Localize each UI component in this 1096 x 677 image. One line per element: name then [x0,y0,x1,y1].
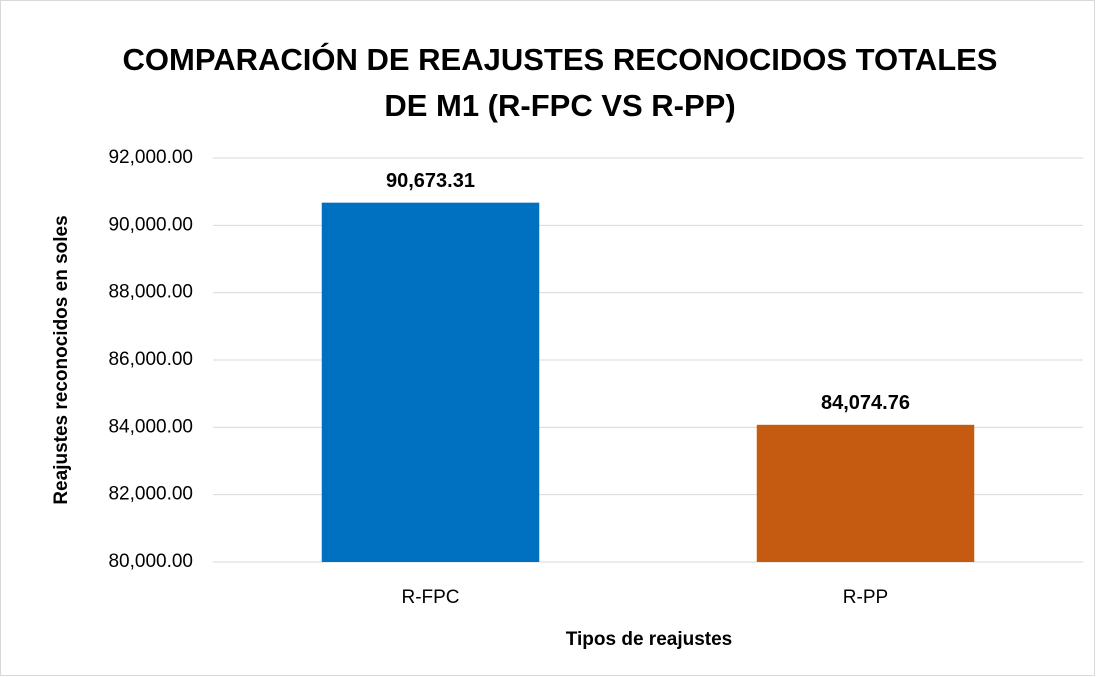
y-tick-label: 88,000.00 [108,282,193,303]
chart-title: DE M1 (R-FPC VS R-PP) [384,88,735,123]
x-axis-title: Tipos de reajustes [566,629,733,650]
bar [321,202,540,563]
y-tick-label: 90,000.00 [108,214,193,235]
y-tick-label: 84,000.00 [108,416,193,437]
data-label: 84,074.76 [821,392,910,414]
y-tick-label: 80,000.00 [108,551,193,572]
y-tick-label: 82,000.00 [108,484,193,505]
y-tick-label: 92,000.00 [108,147,193,168]
y-axis-title: Reajustes reconocidos en soles [51,215,72,504]
data-label: 90,673.31 [386,170,475,192]
y-tick-label: 86,000.00 [108,349,193,370]
x-tick-label: R-PP [843,587,888,608]
bar [756,424,975,562]
x-tick-label: R-FPC [401,587,459,608]
chart-title: COMPARACIÓN DE REAJUSTES RECONOCIDOS TOT… [123,41,998,77]
